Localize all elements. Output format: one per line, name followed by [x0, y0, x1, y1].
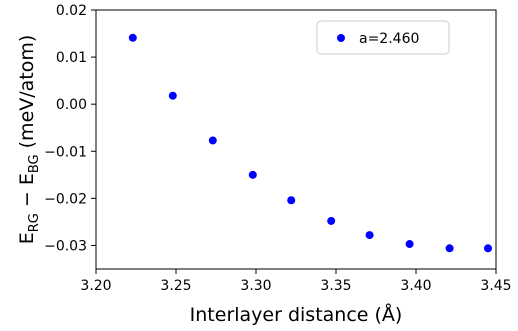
data-point	[287, 196, 296, 205]
y-label-e1: E	[16, 232, 38, 244]
legend-marker	[337, 34, 345, 42]
y-label-e2: E	[16, 173, 38, 185]
y-axis-label: ERG − EBG (meV/atom)	[16, 35, 42, 245]
y-label-sub-rg: RG	[27, 213, 42, 232]
x-tick-label: 3.30	[240, 278, 271, 294]
x-axis-ticks: 3.20 3.25 3.30 3.35 3.40 3.45	[80, 269, 512, 294]
y-tick-label: 0.01	[56, 50, 87, 66]
x-axis-label: Interlayer distance (Å)	[190, 303, 403, 326]
y-tick-label: −0.01	[44, 144, 87, 160]
legend: a=2.460	[316, 20, 450, 55]
data-point	[445, 244, 454, 253]
plot-area-frame	[95, 9, 497, 270]
y-tick-label: 0.02	[56, 3, 87, 19]
y-label-unit: (meV/atom)	[16, 35, 38, 155]
data-point	[128, 33, 137, 42]
data-point	[405, 240, 414, 249]
y-label-sub-bg: BG	[27, 154, 42, 173]
x-tick-label: 3.40	[400, 278, 431, 294]
legend-box	[316, 20, 450, 55]
x-tick-label: 3.20	[80, 278, 111, 294]
data-point	[484, 244, 492, 253]
y-tick-label: 0.00	[56, 97, 87, 113]
data-point	[327, 216, 336, 225]
y-axis-ticks: 0.02 0.01 0.00 −0.01 −0.02 −0.03	[44, 3, 96, 254]
legend-label: a=2.460	[359, 31, 419, 47]
data-point	[365, 231, 374, 240]
y-tick-label: −0.03	[44, 238, 87, 254]
y-label-minus: −	[16, 185, 38, 213]
y-tick-label: −0.02	[44, 191, 87, 207]
data-point	[168, 91, 177, 100]
data-point	[208, 136, 217, 145]
data-points	[128, 33, 492, 253]
x-tick-label: 3.45	[480, 278, 511, 294]
data-point	[248, 170, 257, 179]
x-tick-label: 3.25	[160, 278, 191, 294]
x-tick-label: 3.35	[320, 278, 351, 294]
